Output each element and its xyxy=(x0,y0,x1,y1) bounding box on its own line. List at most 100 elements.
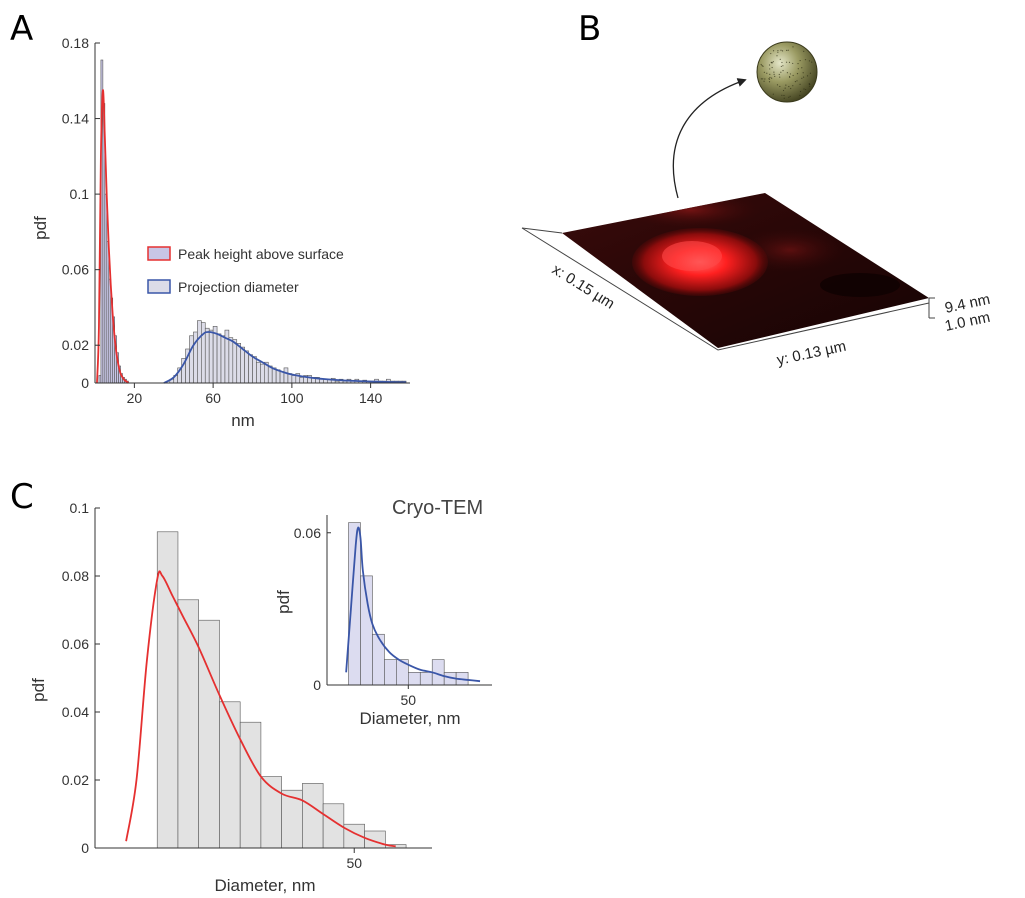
chart-a-x-tick-label: 20 xyxy=(127,390,143,406)
sphere-speck xyxy=(808,83,811,85)
sphere-speck xyxy=(760,63,762,66)
chart-a-x-tick-label: 60 xyxy=(205,390,221,406)
sphere-speck xyxy=(773,71,775,73)
chart-c-y-tick-label: 0.1 xyxy=(70,500,90,516)
sphere-speck xyxy=(802,76,805,78)
chart-c-y-tick-label: 0.02 xyxy=(62,772,89,788)
sphere-speck xyxy=(799,90,802,93)
sphere-speck xyxy=(801,67,803,69)
sphere-speck xyxy=(802,72,804,74)
sphere-speck xyxy=(804,59,807,61)
arrow-to-particle xyxy=(672,78,747,199)
sphere-speck xyxy=(772,61,774,63)
sphere-speck xyxy=(797,68,799,70)
chart-a-bar xyxy=(204,327,210,384)
sphere-speck xyxy=(766,72,768,74)
chart-c-inset: 50 0 0.06 Cryo-TEM Diameter, nm pdf xyxy=(274,497,492,728)
inset-bars xyxy=(348,522,469,686)
sphere-speck xyxy=(769,76,771,79)
sphere-speck xyxy=(781,94,783,96)
sphere-speck xyxy=(776,84,779,86)
chart-a-bars xyxy=(98,59,407,384)
sphere-speck xyxy=(779,85,781,88)
chart-c-y-tick-label: 0.08 xyxy=(62,568,89,584)
inset-bar xyxy=(348,522,361,686)
chart-a-bar xyxy=(283,367,289,384)
sphere-speck xyxy=(790,87,792,90)
inset-fit-curve xyxy=(345,526,481,683)
sphere-speck xyxy=(811,61,813,63)
sphere-speck xyxy=(799,83,801,85)
chart-c-ticks: 50 0 0.02 0.04 0.06 0.08 0.1 xyxy=(62,500,362,871)
chart-a-fit-line xyxy=(96,89,130,384)
panel-letter-a: A xyxy=(10,9,33,49)
sphere-speck xyxy=(780,49,782,51)
chart-c-bar xyxy=(219,701,241,849)
sphere-speck xyxy=(780,71,782,73)
chart-a-y-tick-label: 0.02 xyxy=(62,337,89,353)
sphere-speck xyxy=(789,95,791,98)
sphere-speck xyxy=(770,77,773,79)
surface-y-label: y: 0.13 µm xyxy=(775,338,847,369)
chart-a-fit-curves xyxy=(96,89,407,384)
sphere-speck xyxy=(792,62,794,65)
sphere-speck xyxy=(792,46,794,48)
sphere-speck xyxy=(777,51,779,53)
sphere-speck xyxy=(783,94,785,97)
sphere-speck xyxy=(788,96,790,98)
inset-bar xyxy=(384,659,397,686)
sphere-speck xyxy=(787,49,789,51)
vesicle-sphere-icon xyxy=(756,41,818,103)
legend-label-projection-diameter: Projection diameter xyxy=(178,279,299,295)
sphere-speck xyxy=(808,60,811,62)
sphere-speck xyxy=(782,69,784,72)
sphere-speck xyxy=(773,73,775,76)
sphere-speck xyxy=(769,73,771,75)
sphere-speck xyxy=(769,68,771,70)
chart-a-bar xyxy=(228,337,234,384)
sphere-speck xyxy=(786,49,788,51)
panel-letter-b: B xyxy=(578,9,601,49)
chart-a: 20 60 100 140 0 0.02 0.06 0.1 0.14 0.18 nm pdf Pe… xyxy=(31,35,410,430)
sphere-speck xyxy=(781,50,784,52)
sphere-speck xyxy=(784,87,786,89)
legend-label-peak-height: Peak height above surface xyxy=(178,246,344,262)
chart-a-bar xyxy=(256,361,261,384)
chart-a-fit-line xyxy=(163,331,407,384)
sphere-speck xyxy=(792,74,794,77)
inset-y-tick-label: 0.06 xyxy=(294,525,321,541)
inset-bar xyxy=(408,672,421,686)
sphere-speck xyxy=(796,80,798,82)
inset-title: Cryo-TEM xyxy=(392,497,483,519)
chart-a-bar xyxy=(220,335,226,384)
sphere-speck xyxy=(809,72,812,74)
sphere-speck xyxy=(796,73,799,75)
sphere-speck xyxy=(774,75,776,77)
sphere-speck xyxy=(772,93,774,95)
inset-bar xyxy=(419,672,433,686)
chart-a-bar xyxy=(201,322,206,384)
inset-y-tick-label: 0 xyxy=(313,677,321,693)
chart-c-x-axis-label: Diameter, nm xyxy=(214,876,315,895)
sphere-speck xyxy=(789,73,792,75)
chart-c-bar xyxy=(177,599,199,849)
surface-peak-core xyxy=(662,241,722,271)
chart-c-bar xyxy=(239,721,262,849)
sphere-speck xyxy=(760,78,762,80)
sphere-texture xyxy=(760,46,813,99)
inset-ticks: 50 0 0.06 xyxy=(294,525,417,708)
chart-a-bar xyxy=(260,363,265,384)
sphere-speck xyxy=(806,75,809,77)
sphere-speck xyxy=(778,73,780,76)
afm-surface-panel: x: 0.15 µm y: 0.13 µm 9.4 nm 1.0 nm xyxy=(521,41,992,369)
chart-a-bar xyxy=(197,320,202,384)
sphere-speck xyxy=(770,61,772,63)
sphere-speck xyxy=(768,64,771,66)
chart-a-y-axis-label: pdf xyxy=(31,216,50,240)
chart-a-legend: Peak height above surface Projection dia… xyxy=(147,246,344,295)
chart-c-y-tick-label: 0.06 xyxy=(62,636,89,652)
sphere-speck xyxy=(779,76,781,78)
chart-a-y-tick-label: 0.1 xyxy=(70,186,90,202)
sphere-speck xyxy=(780,65,782,68)
sphere-speck xyxy=(762,65,764,67)
